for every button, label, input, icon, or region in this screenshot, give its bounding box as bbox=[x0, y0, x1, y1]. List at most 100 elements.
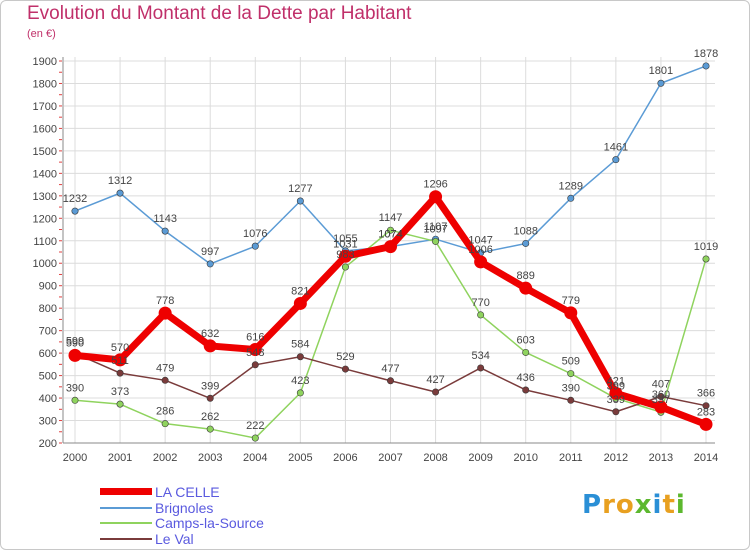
data-label-camps-la-source: 509 bbox=[562, 356, 580, 368]
data-label-la-celle: 1296 bbox=[423, 179, 447, 191]
data-point-camps-la-source bbox=[206, 425, 214, 433]
data-label-camps-la-source: 983 bbox=[336, 249, 354, 261]
data-label-brignoles: 1878 bbox=[694, 48, 718, 60]
data-point-brignoles bbox=[522, 239, 530, 247]
data-label-camps-la-source: 373 bbox=[111, 386, 129, 398]
data-point-brignoles bbox=[116, 189, 124, 197]
y-tick-label: 600 bbox=[39, 348, 57, 360]
x-tick-label: 2002 bbox=[153, 452, 177, 464]
x-tick-label: 2008 bbox=[423, 452, 447, 464]
data-label-brignoles: 1801 bbox=[649, 65, 673, 77]
data-label-le-val: 427 bbox=[426, 374, 444, 386]
data-label-la-celle: 1074 bbox=[378, 229, 402, 241]
data-label-brignoles: 1461 bbox=[604, 142, 628, 154]
data-label-le-val: 511 bbox=[111, 355, 129, 367]
data-point-le-val bbox=[386, 377, 394, 385]
data-point-brignoles bbox=[657, 79, 665, 87]
data-point-le-val bbox=[296, 353, 304, 361]
data-label-camps-la-source: 770 bbox=[471, 297, 489, 309]
data-label-brignoles: 997 bbox=[201, 246, 219, 258]
legend-swatch-camps-la-source bbox=[100, 522, 152, 524]
data-point-brignoles bbox=[296, 197, 304, 205]
y-tick-label: 400 bbox=[39, 393, 57, 405]
data-point-brignoles bbox=[612, 156, 620, 164]
data-label-la-celle: 1031 bbox=[333, 238, 357, 250]
data-label-le-val: 407 bbox=[652, 378, 670, 390]
data-point-camps-la-source bbox=[71, 396, 79, 404]
data-point-camps-la-source bbox=[161, 420, 169, 428]
proxiti-logo: Proxiti bbox=[582, 490, 686, 520]
data-point-brignoles bbox=[702, 62, 710, 70]
data-point-la-celle bbox=[113, 353, 127, 367]
y-tick-label: 1800 bbox=[33, 78, 57, 90]
data-point-camps-la-source bbox=[567, 370, 575, 378]
data-label-brignoles: 1143 bbox=[153, 213, 177, 225]
data-label-camps-la-source: 390 bbox=[66, 382, 84, 394]
y-tick-label: 700 bbox=[39, 326, 57, 338]
x-tick-label: 2006 bbox=[333, 452, 357, 464]
data-point-la-celle bbox=[293, 296, 307, 310]
y-tick-label: 1400 bbox=[33, 168, 57, 180]
data-label-la-celle: 616 bbox=[246, 332, 264, 344]
data-label-le-val: 548 bbox=[246, 347, 264, 359]
data-label-la-celle: 821 bbox=[291, 285, 309, 297]
data-label-le-val: 477 bbox=[381, 363, 399, 375]
data-point-la-celle bbox=[338, 249, 352, 263]
data-point-camps-la-source bbox=[341, 263, 349, 271]
data-label-brignoles: 1232 bbox=[63, 193, 87, 205]
y-tick-label: 1200 bbox=[33, 213, 57, 225]
x-tick-label: 2001 bbox=[108, 452, 132, 464]
data-point-le-val bbox=[657, 392, 665, 400]
y-tick-label: 300 bbox=[39, 416, 57, 428]
logo-letter: o bbox=[615, 490, 635, 520]
data-label-camps-la-source: 1019 bbox=[694, 241, 718, 253]
x-tick-label: 2011 bbox=[559, 452, 583, 464]
y-tick-label: 1000 bbox=[33, 258, 57, 270]
data-label-camps-la-source: 222 bbox=[246, 420, 264, 432]
legend-label-camps-la-source: Camps-la-Source bbox=[155, 515, 264, 531]
data-point-la-celle bbox=[158, 306, 172, 320]
data-label-le-val: 390 bbox=[562, 382, 580, 394]
data-label-brignoles: 1289 bbox=[559, 180, 583, 192]
unit-label: (en €) bbox=[27, 28, 56, 40]
data-point-camps-la-source bbox=[522, 348, 530, 356]
data-label-la-celle: 570 bbox=[111, 342, 129, 354]
x-tick-label: 2012 bbox=[604, 452, 628, 464]
data-point-la-celle bbox=[609, 386, 623, 400]
data-label-brignoles: 1055 bbox=[333, 233, 357, 245]
data-point-la-celle bbox=[68, 348, 82, 362]
legend-label-la-celle: LA CELLE bbox=[155, 484, 220, 500]
data-point-brignoles bbox=[71, 207, 79, 215]
legend-swatch-la-celle bbox=[100, 488, 152, 495]
logo-letter: i bbox=[675, 490, 686, 520]
data-label-la-celle: 283 bbox=[697, 406, 715, 418]
x-tick-label: 2010 bbox=[513, 452, 537, 464]
data-label-camps-la-source: 286 bbox=[156, 406, 174, 418]
y-tick-label: 1500 bbox=[33, 146, 57, 158]
data-point-brignoles bbox=[206, 260, 214, 268]
y-tick-label: 1300 bbox=[33, 191, 57, 203]
data-label-brignoles: 1088 bbox=[513, 225, 537, 237]
data-point-le-val bbox=[702, 402, 710, 410]
data-point-la-celle bbox=[564, 306, 578, 320]
legend-label-le-val: Le Val bbox=[155, 531, 194, 547]
data-label-camps-la-source: 399 bbox=[607, 380, 625, 392]
x-tick-label: 2004 bbox=[243, 452, 267, 464]
y-tick-label: 1100 bbox=[33, 236, 57, 248]
data-label-le-val: 366 bbox=[697, 388, 715, 400]
data-label-la-celle: 1006 bbox=[468, 244, 492, 256]
y-tick-label: 500 bbox=[39, 371, 57, 383]
data-label-le-val: 584 bbox=[291, 339, 309, 351]
y-tick-label: 900 bbox=[39, 281, 57, 293]
data-point-le-val bbox=[522, 386, 530, 394]
logo-letter: x bbox=[634, 490, 653, 520]
data-label-la-celle: 779 bbox=[562, 295, 580, 307]
data-label-brignoles: 1107 bbox=[424, 221, 448, 233]
data-point-la-celle bbox=[429, 190, 443, 204]
legend-label-brignoles: Brignoles bbox=[155, 500, 214, 516]
x-tick-label: 2005 bbox=[288, 452, 312, 464]
legend-swatch-brignoles bbox=[100, 507, 152, 509]
data-label-le-val: 529 bbox=[336, 351, 354, 363]
data-point-la-celle bbox=[384, 240, 397, 254]
